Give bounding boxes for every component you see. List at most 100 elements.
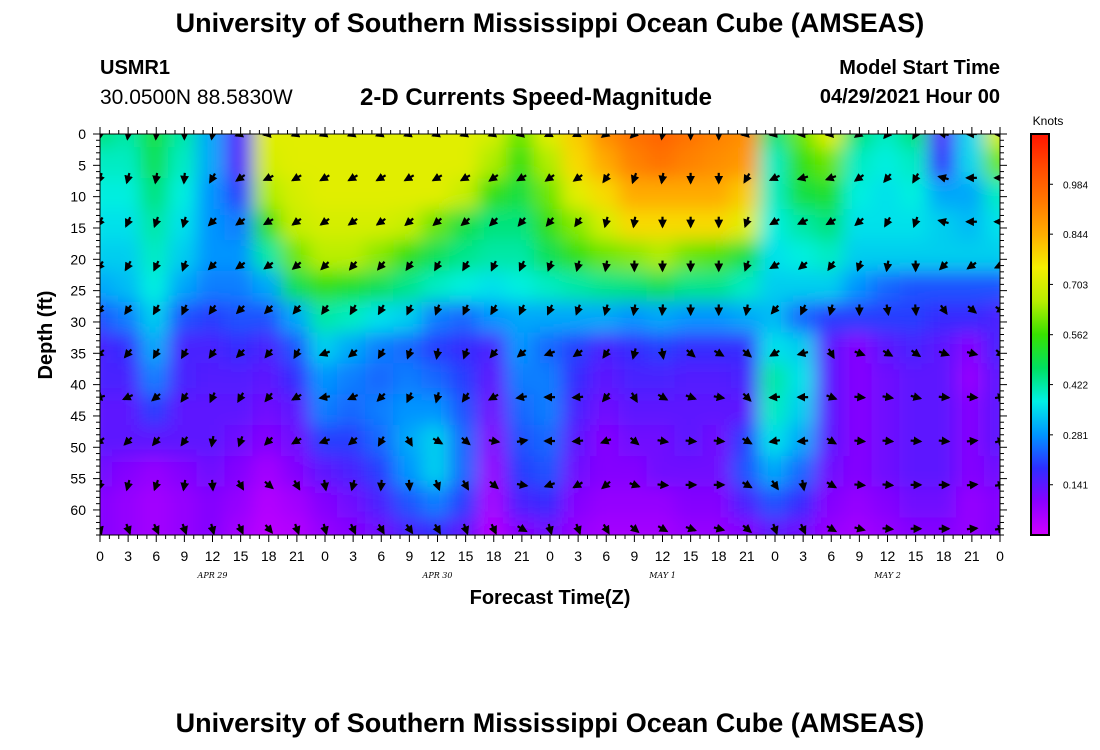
current-arrow: [602, 348, 612, 359]
x-tick-label: 12: [655, 548, 671, 564]
heatmap-cell: [590, 332, 623, 368]
current-arrow: [602, 304, 612, 316]
current-arrow: [630, 172, 640, 185]
current-arrow: [152, 479, 162, 492]
heatmap-cell: [843, 425, 876, 460]
current-arrow: [152, 216, 162, 229]
current-arrow: [460, 523, 470, 535]
heatmap-cell: [562, 486, 595, 522]
current-arrow: [432, 479, 441, 492]
heatmap-cell: [562, 394, 595, 430]
current-arrow: [571, 392, 584, 402]
current-arrow: [601, 480, 611, 490]
current-arrow: [488, 523, 497, 535]
current-arrow: [152, 134, 161, 141]
heatmap-cell: [100, 486, 117, 522]
current-arrow: [937, 217, 949, 227]
y-tick-label: 25: [70, 283, 86, 299]
heatmap-cell: [730, 332, 763, 368]
x-tick-label: 9: [180, 548, 188, 564]
heatmap-cell: [477, 209, 510, 244]
heatmap-cell: [815, 363, 848, 399]
heatmap-cell: [365, 209, 398, 244]
heatmap-cell: [730, 394, 763, 430]
current-arrow: [827, 304, 837, 316]
heatmap-cell: [758, 239, 792, 275]
heatmap-cell: [646, 270, 679, 306]
current-arrow: [796, 216, 809, 225]
current-arrow: [545, 217, 555, 227]
current-arrow: [994, 524, 1000, 534]
heatmap-cell: [871, 425, 904, 460]
heatmap-cell: [533, 363, 567, 399]
current-arrow: [235, 173, 246, 182]
heatmap-cell: [674, 363, 707, 399]
current-arrow: [264, 480, 274, 490]
heatmap-cell: [758, 363, 792, 399]
heatmap-cell: [533, 178, 567, 214]
heatmap-cell: [100, 517, 117, 535]
current-arrow: [181, 304, 190, 316]
heatmap-cell: [100, 178, 117, 214]
current-arrow: [574, 260, 583, 273]
current-arrow: [630, 304, 640, 317]
heatmap-cell: [533, 270, 567, 306]
heatmap-cell: [730, 178, 763, 214]
current-arrow: [180, 392, 190, 403]
current-arrow: [601, 392, 611, 403]
heatmap-cell: [871, 178, 904, 214]
heatmap-field: [100, 134, 1000, 535]
current-arrow: [826, 480, 838, 489]
heatmap-cell: [899, 425, 932, 460]
current-arrow: [713, 392, 726, 402]
colorbar-tick-label: 0.562: [1063, 331, 1088, 342]
x-axis-label: Forecast Time(Z): [470, 587, 631, 609]
current-arrow: [376, 261, 386, 271]
current-arrow: [518, 260, 527, 272]
heatmap-cell: [280, 332, 313, 368]
current-arrow: [237, 392, 246, 404]
heatmap-cell: [112, 239, 145, 275]
heatmap-cell: [787, 239, 820, 275]
heatmap-cell: [927, 178, 960, 214]
heatmap-cell: [702, 332, 735, 368]
heatmap-cell: [646, 178, 679, 214]
x-tick-label: 18: [261, 548, 277, 564]
heatmap-cell: [224, 270, 257, 306]
heatmap-cell: [787, 425, 820, 460]
heatmap-cell: [196, 178, 229, 214]
current-arrow: [462, 348, 471, 360]
heatmap-cell: [196, 209, 229, 244]
heatmap-cell: [224, 363, 257, 399]
heatmap-cell: [871, 394, 904, 430]
current-arrow: [546, 260, 555, 272]
heatmap-cell: [843, 363, 876, 399]
y-tick-label: 40: [70, 377, 86, 393]
current-arrow: [347, 173, 359, 182]
current-arrow: [545, 523, 554, 535]
current-arrow: [685, 392, 697, 401]
current-arrow: [686, 348, 696, 358]
current-arrow: [515, 392, 527, 402]
current-arrow: [123, 348, 133, 359]
current-arrow: [124, 172, 133, 185]
heatmap-cell: [955, 270, 988, 306]
heatmap-cell: [505, 178, 538, 214]
current-arrow: [152, 348, 162, 360]
current-arrow: [883, 173, 893, 184]
current-arrow: [657, 436, 670, 445]
current-arrow: [995, 304, 1000, 313]
heatmap-cell: [449, 486, 482, 522]
heatmap-cell: [533, 486, 567, 522]
y-tick-label: 0: [78, 126, 86, 142]
heatmap-cell: [787, 486, 820, 522]
colorbar-tick-label: 0.281: [1063, 431, 1088, 442]
date-label: APR 29: [197, 571, 228, 580]
heatmap-cell: [730, 134, 763, 152]
current-arrow: [799, 304, 808, 316]
heatmap-cell: [252, 270, 285, 306]
current-arrow: [630, 348, 640, 360]
current-arrow: [658, 134, 668, 141]
date-label: MAY 1: [648, 571, 676, 580]
heatmap-cell: [590, 134, 623, 152]
